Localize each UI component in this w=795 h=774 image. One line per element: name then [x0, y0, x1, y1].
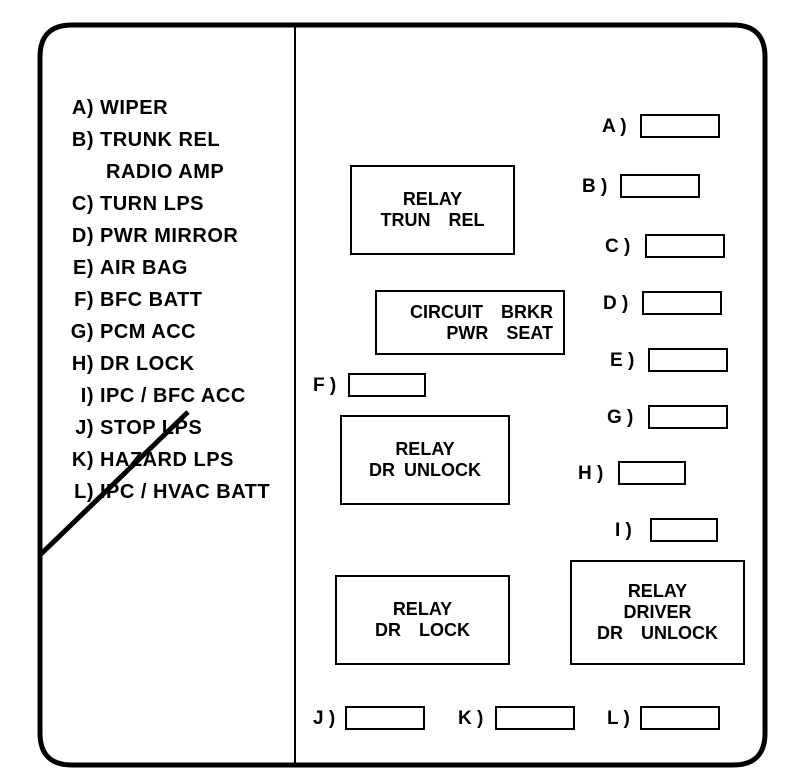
legend-row: E)AIR BAG	[60, 258, 270, 278]
relay-driver-unlock: RELAYDRIVERDR UNLOCK	[570, 560, 745, 665]
legend-label: IPC / BFC ACC	[100, 386, 246, 406]
fuse-slot	[618, 461, 686, 485]
legend-key: E)	[60, 258, 100, 278]
relay-text-line: RELAY	[403, 189, 462, 210]
legend-key: B)	[60, 130, 100, 150]
legend-row: I)IPC / BFC ACC	[60, 386, 270, 406]
fuse-label: I )	[615, 520, 632, 542]
fuse-slot	[642, 291, 722, 315]
legend-label: IPC / HVAC BATT	[100, 482, 270, 502]
legend-key: C)	[60, 194, 100, 214]
legend-key: J)	[60, 418, 100, 438]
legend-row: B)TRUNK REL	[60, 130, 270, 150]
legend-row: G)PCM ACC	[60, 322, 270, 342]
fuse-slot	[650, 518, 718, 542]
relay-text-line: DRIVER	[623, 602, 691, 623]
legend-label: STOP LPS	[100, 418, 202, 438]
fuse-slot	[348, 373, 426, 397]
legend-label: DR LOCK	[100, 354, 195, 374]
vertical-divider	[294, 25, 296, 765]
relay-text-line: DR UNLOCK	[369, 460, 481, 481]
legend-row: A)WIPER	[60, 98, 270, 118]
legend-row: C)TURN LPS	[60, 194, 270, 214]
legend-label: PWR MIRROR	[100, 226, 238, 246]
fuse-label: H )	[578, 463, 603, 485]
legend-label: WIPER	[100, 98, 168, 118]
legend-key: L)	[60, 482, 100, 502]
legend-sublabel: RADIO AMP	[106, 162, 224, 182]
fuse-label: D )	[603, 293, 628, 315]
fuse-label: G )	[607, 407, 633, 429]
legend-label: TRUNK REL	[100, 130, 220, 150]
legend-list: A)WIPERB)TRUNK RELRADIO AMPC)TURN LPSD)P…	[60, 98, 270, 514]
fuse-slot	[640, 114, 720, 138]
fuse-slot	[495, 706, 575, 730]
fuse-label: J )	[313, 708, 335, 730]
legend-key: F)	[60, 290, 100, 310]
fuse-slot	[620, 174, 700, 198]
legend-label: AIR BAG	[100, 258, 188, 278]
legend-row: H)DR LOCK	[60, 354, 270, 374]
legend-row: J)STOP LPS	[60, 418, 270, 438]
fuse-label: B )	[582, 176, 607, 198]
legend-row: L)IPC / HVAC BATT	[60, 482, 270, 502]
legend-label: TURN LPS	[100, 194, 204, 214]
legend-label: HAZARD LPS	[100, 450, 234, 470]
fuse-slot	[648, 405, 728, 429]
legend-row: D)PWR MIRROR	[60, 226, 270, 246]
relay-text-line: DR LOCK	[375, 620, 470, 641]
relay-text-line: DR UNLOCK	[597, 623, 718, 644]
fuse-slot	[345, 706, 425, 730]
relay-dr-unlock: RELAYDR UNLOCK	[340, 415, 510, 505]
legend-key: D)	[60, 226, 100, 246]
legend-row: F)BFC BATT	[60, 290, 270, 310]
fuse-slot	[645, 234, 725, 258]
relay-text-line: RELAY	[628, 581, 687, 602]
legend-label: BFC BATT	[100, 290, 203, 310]
relay-text-line: PWR SEAT	[446, 323, 553, 344]
relay-text-line: RELAY	[393, 599, 452, 620]
legend-row: K)HAZARD LPS	[60, 450, 270, 470]
legend-key: A)	[60, 98, 100, 118]
relay-dr-lock: RELAYDR LOCK	[335, 575, 510, 665]
legend-label: PCM ACC	[100, 322, 196, 342]
fuse-label: K )	[458, 708, 483, 730]
legend-key: I)	[60, 386, 100, 406]
legend-row-sub: RADIO AMP	[60, 162, 270, 182]
fuse-slot	[648, 348, 728, 372]
fuse-box-diagram: A)WIPERB)TRUNK RELRADIO AMPC)TURN LPSD)P…	[0, 0, 795, 774]
circuit-brkr-pwrseat: CIRCUIT BRKRPWR SEAT	[375, 290, 565, 355]
legend-key: G)	[60, 322, 100, 342]
relay-text-line: RELAY	[395, 439, 454, 460]
relay-trunk-rel: RELAYTRUN REL	[350, 165, 515, 255]
fuse-label: E )	[610, 350, 634, 372]
relay-text-line: TRUN REL	[381, 210, 485, 231]
fuse-label: L )	[607, 708, 630, 730]
fuse-label: A )	[602, 116, 627, 138]
legend-key: H)	[60, 354, 100, 374]
fuse-label: F )	[313, 375, 336, 397]
fuse-label: C )	[605, 236, 630, 258]
fuse-slot	[640, 706, 720, 730]
legend-key: K)	[60, 450, 100, 470]
relay-text-line: CIRCUIT BRKR	[410, 302, 553, 323]
